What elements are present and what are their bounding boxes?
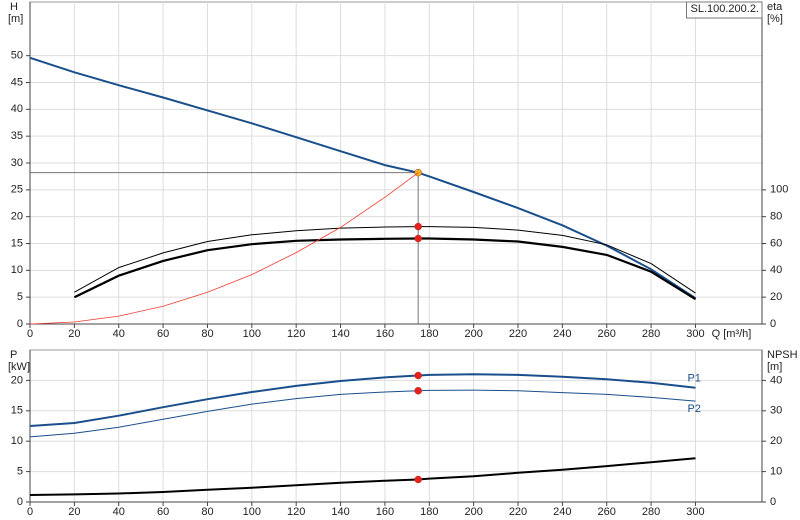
y2-axis-label: NPSH bbox=[767, 349, 798, 361]
operating-point bbox=[414, 386, 422, 395]
x-tick-label: 120 bbox=[287, 506, 305, 518]
y-tick-label: 45 bbox=[11, 76, 23, 88]
x-tick-label: 140 bbox=[331, 328, 349, 340]
y-tick-label: 10 bbox=[11, 435, 23, 447]
x-tick-label: 20 bbox=[68, 328, 80, 340]
plot-area bbox=[29, 349, 763, 503]
y2-tick-label: 10 bbox=[770, 466, 782, 478]
x-tick-label: 280 bbox=[642, 328, 660, 340]
y2-tick-label: 20 bbox=[770, 291, 782, 303]
series-line bbox=[29, 389, 696, 438]
y2-tick-label: 40 bbox=[770, 264, 782, 276]
y2-tick-label: 60 bbox=[770, 237, 782, 249]
y-tick-label: 30 bbox=[11, 157, 23, 169]
series-line bbox=[29, 373, 696, 427]
x-tick-label: 180 bbox=[420, 506, 438, 518]
x-tick-label: 40 bbox=[113, 328, 125, 340]
series-line bbox=[29, 56, 697, 300]
y-tick-label: 15 bbox=[11, 237, 23, 249]
x-tick-label: 240 bbox=[553, 506, 571, 518]
x-tick-label: 300 bbox=[686, 328, 704, 340]
x-tick-label: 100 bbox=[243, 506, 261, 518]
x-tick-label: 200 bbox=[464, 506, 482, 518]
operating-point bbox=[414, 168, 422, 177]
y-tick-label: 0 bbox=[17, 496, 23, 508]
y-tick-label: 5 bbox=[17, 466, 23, 478]
x-tick-label: 200 bbox=[464, 328, 482, 340]
y2-tick-label: 40 bbox=[770, 374, 782, 386]
x-tick-label: 160 bbox=[376, 328, 394, 340]
y-tick-label: 0 bbox=[17, 318, 23, 330]
chart-title: SL.100.200.2. bbox=[690, 3, 759, 15]
y2-tick-label: 100 bbox=[770, 184, 788, 196]
y2-axis-label: eta bbox=[767, 1, 783, 13]
operating-point bbox=[414, 222, 422, 231]
y2-axis-unit: [m] bbox=[767, 361, 782, 373]
operating-point bbox=[414, 371, 422, 380]
y2-axis-unit: [%] bbox=[767, 13, 783, 25]
y-tick-label: 35 bbox=[11, 130, 23, 142]
y-tick-label: 20 bbox=[11, 211, 23, 223]
x-tick-label: 80 bbox=[201, 506, 213, 518]
y-tick-label: 25 bbox=[11, 184, 23, 196]
series-line bbox=[29, 172, 419, 325]
y-tick-label: 20 bbox=[11, 374, 23, 386]
y2-tick-label: 30 bbox=[770, 405, 782, 417]
y-axis-unit: [m] bbox=[8, 13, 23, 25]
operating-point bbox=[414, 475, 422, 484]
y-tick-label: 50 bbox=[11, 50, 23, 62]
x-tick-label: 140 bbox=[331, 506, 349, 518]
x-tick-label: 220 bbox=[509, 506, 527, 518]
y-tick-label: 40 bbox=[11, 103, 23, 115]
x-tick-label: 280 bbox=[642, 506, 660, 518]
y-tick-label: 5 bbox=[17, 291, 23, 303]
x-tick-label: 180 bbox=[420, 328, 438, 340]
x-tick-label: 60 bbox=[157, 506, 169, 518]
series-line bbox=[73, 237, 697, 301]
x-tick-label: 100 bbox=[243, 328, 261, 340]
x-tick-label: 0 bbox=[27, 328, 33, 340]
x-tick-label: 220 bbox=[509, 328, 527, 340]
x-tick-label: 60 bbox=[157, 328, 169, 340]
y-axis-label: H bbox=[10, 1, 18, 13]
series-label: P2 bbox=[687, 403, 700, 415]
y2-tick-label: 0 bbox=[770, 496, 776, 508]
x-tick-label: 80 bbox=[201, 328, 213, 340]
x-tick-label: 20 bbox=[68, 506, 80, 518]
title-box bbox=[685, 1, 763, 19]
x-tick-label: 240 bbox=[553, 328, 571, 340]
y2-tick-label: 20 bbox=[770, 435, 782, 447]
x-tick-label: 300 bbox=[686, 506, 704, 518]
y-axis-label: P bbox=[10, 349, 17, 361]
x-tick-label: 40 bbox=[113, 506, 125, 518]
x-axis-label: Q [m³/h] bbox=[712, 328, 752, 340]
series-line bbox=[74, 226, 696, 294]
y-tick-label: 15 bbox=[11, 405, 23, 417]
y-axis-unit: [kW] bbox=[8, 361, 30, 373]
series-label: P1 bbox=[687, 373, 700, 385]
x-tick-label: 120 bbox=[287, 328, 305, 340]
y-tick-label: 10 bbox=[11, 264, 23, 276]
y2-tick-label: 0 bbox=[770, 318, 776, 330]
x-tick-label: 260 bbox=[598, 328, 616, 340]
x-tick-label: 0 bbox=[27, 506, 33, 518]
operating-point bbox=[414, 234, 422, 243]
x-tick-label: 160 bbox=[376, 506, 394, 518]
x-tick-label: 260 bbox=[598, 506, 616, 518]
y2-tick-label: 80 bbox=[770, 211, 782, 223]
series-line bbox=[29, 457, 696, 496]
